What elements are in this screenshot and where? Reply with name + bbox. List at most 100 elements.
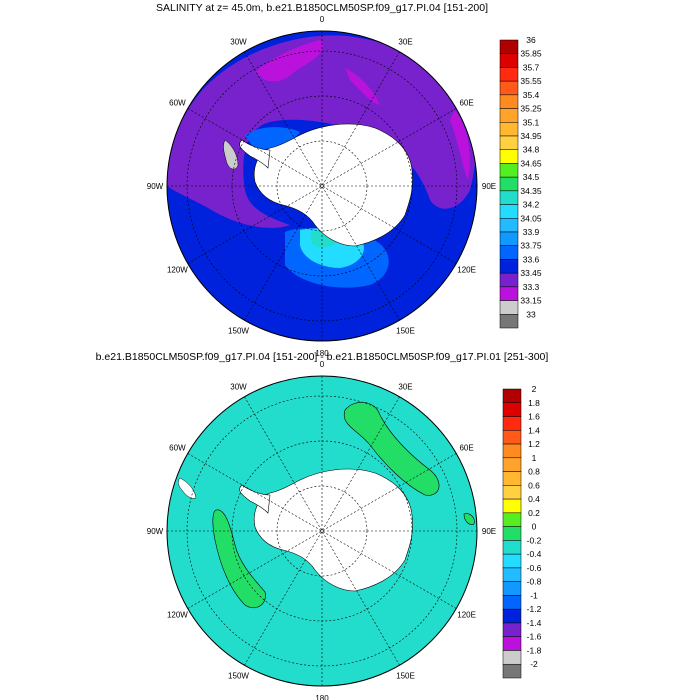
colorbar-swatch [502,595,522,610]
lon-tick-label: 30E [398,382,412,391]
colorbar-swatch [502,581,522,596]
colorbar-tick-label: 0.6 [528,480,540,490]
lon-tick-label: 60W [169,444,186,453]
colorbar-tick-label: 34.8 [523,145,540,155]
colorbar-tick-label: -1.8 [527,646,542,656]
colorbar-swatch [499,314,519,329]
colorbar-tick-label: 35.85 [520,49,542,59]
colorbar-swatch [499,67,519,82]
colorbar-swatch [499,231,519,246]
colorbar-tick-label: 35.1 [523,117,540,127]
colorbar-swatch [499,245,519,260]
colorbar-tick-label: -2 [530,659,538,669]
colorbar-tick-label: 1.4 [528,425,540,435]
colorbar-tick-label: -1.4 [527,618,542,628]
colorbar-swatch [499,94,519,109]
colorbar-swatch [502,553,522,569]
lon-tick-label: 90W [147,182,164,191]
salinity-region-outer-band [167,35,477,228]
colorbar-tick-label: 1.2 [528,439,540,449]
lon-tick-label: 60E [459,99,473,108]
difference-south-america-tip [178,477,197,499]
colorbar-swatch [499,163,519,178]
salinity-region-shelf [245,127,300,150]
colorbar-swatch [502,512,522,527]
colorbar-swatch [499,286,519,301]
lon-tick-label: 120W [167,611,188,620]
colorbar-swatch [502,430,522,445]
difference-antarctic-peninsula [239,484,271,514]
colorbar-swatch [502,636,522,651]
colorbar-tick-label: 33.9 [523,227,540,237]
colorbar-swatch [499,80,519,96]
salinity-panel: SALINITY at z= 45.0m, b.e21.B1850CLM50SP… [147,2,542,358]
colorbar-swatch [502,388,522,404]
colorbar-tick-label: 35.7 [523,62,540,72]
colorbar-tick-label: 1.6 [528,412,540,422]
colorbar-tick-label: -0.6 [527,563,542,573]
lon-tick-label: 180 [315,349,329,358]
colorbar-swatch [499,259,519,274]
colorbar-swatch [499,190,519,205]
difference-lon-labels: 0 30E 60E 90E 120E 150E 180 150W 120W 90W 60W 30W [147,360,496,700]
lon-tick-label: 150E [396,327,415,336]
lon-tick-label: 90E [482,527,496,536]
salinity-colorbar: 36 35.85 35.7 35.55 35.4 35.25 35.1 34.95 34.8 34… [499,35,542,329]
colorbar-swatch [499,39,519,54]
colorbar-swatch [499,135,519,150]
colorbar-swatch [499,204,519,219]
colorbar-swatch [502,485,522,500]
lon-tick-label: 30E [398,37,412,46]
lon-tick-label: 150E [396,672,415,681]
colorbar-tick-label: 0.4 [528,494,540,504]
lon-tick-label: 90E [482,182,496,191]
lon-tick-label: 90W [147,527,164,536]
colorbar-swatch [499,300,519,315]
colorbar-tick-label: -1.6 [527,632,542,642]
lon-tick-label: 60E [459,444,473,453]
colorbar-swatch [502,650,522,665]
lon-tick-label: 150W [228,327,249,336]
colorbar-tick-label: 0 [532,522,537,532]
salinity-antarctic-peninsula [239,139,271,169]
difference-map [167,376,477,686]
difference-region-east-spot [463,513,475,525]
colorbar-tick-label: -1.2 [527,604,542,614]
colorbar-tick-label: 34.35 [520,186,542,196]
salinity-region-fresh-streak [345,68,380,105]
colorbar-tick-label: 33.6 [523,254,540,264]
colorbar-tick-label: -0.4 [527,549,542,559]
colorbar-swatch [502,471,522,486]
salinity-map-boundary [166,30,478,342]
difference-panel: b.e21.B1850CLM50SP.f09_g17.PI.04 [151-20… [96,351,549,700]
difference-map-boundary [166,375,478,687]
salinity-south-america-tip [223,139,239,170]
colorbar-tick-label: 33.45 [520,268,542,278]
lon-tick-label: 120E [457,611,476,620]
lon-tick-label: 0 [320,15,325,24]
lon-tick-label: 30W [230,382,247,391]
difference-panel-title: b.e21.B1850CLM50SP.f09_g17.PI.04 [151-20… [96,351,549,363]
colorbar-tick-label: -0.8 [527,577,542,587]
colorbar-swatch [499,108,519,123]
colorbar-tick-label: 34.05 [520,213,542,223]
salinity-panel-title: SALINITY at z= 45.0m, b.e21.B1850CLM50SP… [156,2,488,14]
colorbar-tick-label: 33 [526,309,536,319]
lon-tick-label: 120E [457,266,476,275]
lon-tick-label: 30W [230,37,247,46]
colorbar-swatch [502,443,522,459]
colorbar-swatch [502,402,522,417]
colorbar-tick-label: -1 [530,590,538,600]
colorbar-swatch [502,567,522,582]
colorbar-swatch [499,218,519,233]
colorbar-tick-label: 33.3 [523,282,540,292]
colorbar-tick-label: 0.8 [528,467,540,477]
colorbar-swatch [502,498,522,514]
colorbar-tick-label: 34.95 [520,131,542,141]
colorbar-tick-label: 2 [532,384,537,394]
colorbar-tick-label: 35.4 [523,90,540,100]
colorbar-tick-label: 34.2 [523,200,540,210]
colorbar-tick-label: 36 [526,35,536,45]
salinity-map [167,31,477,341]
